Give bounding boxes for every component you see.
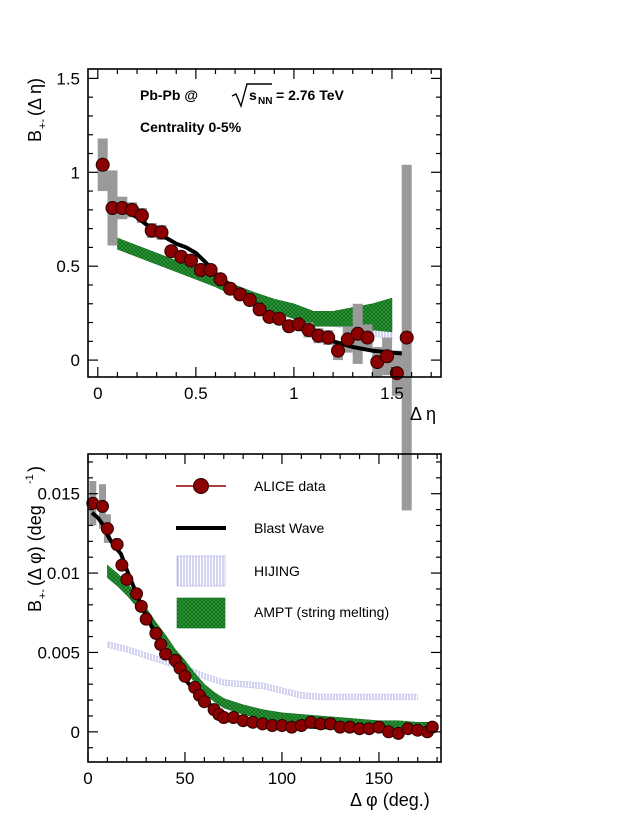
annotation-centrality: Centrality 0-5% [140,119,242,135]
top-data-point [321,330,336,345]
top-y-title-main: B [25,130,45,142]
top-data-point [380,349,395,364]
bottom-y-title-tail: (Δ φ) (deg [25,505,45,586]
bottom-y-title-main: B [25,600,45,612]
legend-hijing-swatch [176,555,226,587]
top-model-bands [117,237,393,340]
bot-data-point [130,587,143,601]
top-data-point [252,302,267,317]
bot-data-point [197,695,211,709]
legend: ALICE data Blast Wave HIJING AMPT (strin… [176,478,389,629]
bot-x-tick-label: 150 [365,769,393,788]
bot-data-point [159,647,173,661]
legend-item-hijing: HIJING [176,555,300,587]
top-y-title-tail: (Δ η) [25,78,45,116]
bot-y-tick-label: 0.01 [47,564,80,583]
top-x-tick-label: 0 [93,384,102,403]
bot-x-tick-label: 100 [268,769,296,788]
bot-data-point [100,522,114,536]
legend-label-hijing: HIJING [254,563,300,579]
bot-band-hijing [107,641,418,700]
bottom-y-title-close: ) [25,466,45,472]
legend-item-blast-wave: Blast Wave [176,520,324,536]
bot-y-tick-label: 0 [71,723,80,742]
top-y-tick-label: 0 [71,351,80,370]
top-plot-frame [87,68,442,378]
top-data-points [95,157,414,381]
bot-y-tick-label: 0.015 [37,485,80,504]
legend-item-alice: ALICE data [176,478,326,494]
top-data-point [154,225,169,240]
annotation-sqrt-subscript: NN [258,96,272,107]
top-axes: 0 0.5 1 1.5 0 0.5 1 1.5 [56,68,442,403]
top-data-point [184,253,198,268]
top-y-axis-title: B +- (Δ η) [25,78,49,142]
bot-x-tick-label: 0 [83,769,92,788]
top-data-point [134,208,149,223]
annotation-system: Pb-Pb @ [140,87,198,103]
annotation-sqrt-variable: s [249,87,257,103]
top-band-ampt-string-melting [117,237,393,333]
top-data-point [399,330,414,345]
top-y-tick-label: 0.5 [56,257,80,276]
bottom-x-axis-title: Δ φ (deg.) [350,790,430,810]
top-y-tick-label: 1 [71,163,80,182]
bottom-y-title-sup: -1 [24,474,36,484]
legend-label-blast-wave: Blast Wave [254,520,324,536]
bot-data-point [178,669,192,683]
annotation-collision: Pb-Pb @ s NN = 2.76 TeV [140,83,345,109]
top-x-axis-title: Δ η [410,404,436,424]
sqrt-sign [231,83,272,109]
top-data-point [360,330,375,345]
bot-data-point [134,599,148,613]
annotation-energy: = 2.76 TeV [276,87,345,103]
bottom-axes: 0 50 100 150 0 0.005 0.01 0.015 [37,453,442,788]
top-x-tick-label: 1 [289,384,298,403]
top-data-point [331,343,345,358]
bot-data-point [110,538,124,551]
bot-data-point [139,612,153,626]
top-data-point [242,293,257,307]
top-data-point [95,157,110,172]
top-y-tick-label: 1.5 [56,69,80,88]
legend-label-alice: ALICE data [254,478,326,494]
bottom-panel: 0 50 100 150 0 0.005 0.01 0.015 ALICE data Blas… [24,453,442,810]
bottom-y-axis-title: B +- (Δ φ) (deg -1 ) [24,466,49,612]
bottom-data-points [86,496,439,740]
bot-data-point [120,572,134,586]
legend-item-ampt: AMPT (string melting) [176,597,389,629]
legend-label-ampt: AMPT (string melting) [254,604,389,620]
top-data-point [213,272,228,287]
bot-data-point [425,720,439,734]
legend-alice-marker [193,478,209,494]
top-y-title-sub: +- [37,119,49,129]
top-data-point [203,263,218,277]
bot-data-point [96,499,109,513]
top-x-tick-label: 0.5 [184,384,208,403]
top-panel: 0 0.5 1 1.5 0 0.5 1 1.5 Pb-Pb @ s NN = 2.76 TeV… [25,68,442,511]
bot-plot-frame [87,453,442,763]
legend-ampt-swatch [176,597,226,629]
bot-data-point [149,626,163,640]
top-data-point [272,311,287,326]
bottom-y-title-sub: +- [37,589,49,599]
bot-data-point [115,558,129,572]
top-x-tick-label: 1.5 [380,384,404,403]
bot-y-tick-label: 0.005 [37,643,80,662]
bot-x-tick-label: 50 [176,769,195,788]
